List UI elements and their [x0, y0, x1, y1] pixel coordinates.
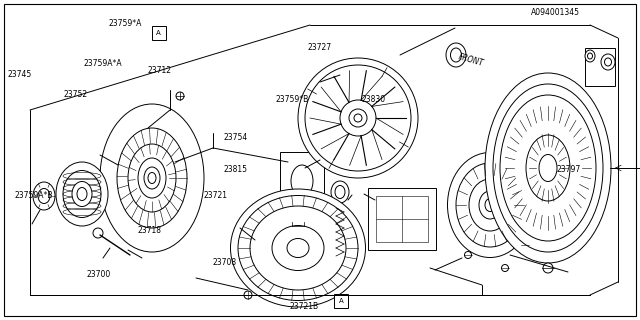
- Ellipse shape: [543, 263, 553, 273]
- Ellipse shape: [100, 104, 204, 252]
- Ellipse shape: [446, 43, 466, 67]
- Bar: [368, 188, 436, 250]
- Ellipse shape: [465, 252, 472, 259]
- Text: 23721: 23721: [204, 191, 228, 200]
- Text: 23708: 23708: [212, 258, 237, 267]
- Ellipse shape: [230, 189, 365, 307]
- Text: A: A: [339, 298, 344, 304]
- Bar: [334, 294, 348, 308]
- Ellipse shape: [479, 191, 501, 219]
- Text: A: A: [156, 30, 161, 36]
- Text: 23752: 23752: [64, 90, 88, 99]
- Text: 23759*A: 23759*A: [109, 20, 142, 28]
- Text: 23759A*A: 23759A*A: [83, 60, 122, 68]
- Ellipse shape: [117, 128, 187, 228]
- Ellipse shape: [272, 226, 324, 270]
- Ellipse shape: [298, 58, 418, 178]
- Ellipse shape: [354, 114, 362, 122]
- Bar: [376, 196, 428, 242]
- Ellipse shape: [38, 188, 50, 204]
- Ellipse shape: [601, 54, 615, 70]
- Ellipse shape: [128, 144, 176, 212]
- Text: 23815: 23815: [224, 165, 248, 174]
- Text: 23759A*B: 23759A*B: [14, 191, 52, 200]
- Text: 23759*B: 23759*B: [275, 95, 308, 104]
- Text: 23754: 23754: [224, 133, 248, 142]
- Ellipse shape: [250, 206, 346, 290]
- Text: 23718: 23718: [138, 226, 161, 235]
- Ellipse shape: [485, 73, 611, 263]
- Ellipse shape: [522, 242, 529, 249]
- Text: A094001345: A094001345: [531, 8, 580, 17]
- Text: FRONT: FRONT: [458, 52, 485, 68]
- Text: 23700: 23700: [86, 270, 111, 279]
- Ellipse shape: [340, 100, 376, 136]
- Ellipse shape: [138, 158, 166, 198]
- Ellipse shape: [291, 165, 313, 197]
- Ellipse shape: [287, 238, 309, 258]
- Ellipse shape: [485, 198, 495, 212]
- Ellipse shape: [526, 135, 570, 201]
- Text: 23712: 23712: [147, 66, 172, 75]
- Ellipse shape: [500, 95, 596, 241]
- Ellipse shape: [469, 179, 511, 231]
- Ellipse shape: [331, 181, 349, 203]
- Ellipse shape: [33, 182, 55, 210]
- Ellipse shape: [244, 291, 252, 299]
- Ellipse shape: [93, 228, 103, 238]
- Ellipse shape: [77, 188, 87, 201]
- Bar: [280, 152, 324, 210]
- Ellipse shape: [451, 48, 461, 62]
- Text: 23745: 23745: [8, 70, 32, 79]
- Ellipse shape: [144, 167, 160, 189]
- Bar: [585, 48, 615, 86]
- Ellipse shape: [502, 265, 509, 271]
- Text: 23797: 23797: [557, 165, 581, 174]
- Ellipse shape: [176, 92, 184, 100]
- Ellipse shape: [148, 172, 156, 183]
- Ellipse shape: [72, 181, 92, 206]
- Ellipse shape: [349, 109, 367, 127]
- Text: 23727: 23727: [307, 44, 332, 52]
- Ellipse shape: [56, 162, 108, 226]
- Text: 23721B: 23721B: [290, 302, 319, 311]
- Ellipse shape: [63, 171, 101, 218]
- Ellipse shape: [539, 155, 557, 181]
- Ellipse shape: [447, 153, 532, 258]
- Ellipse shape: [585, 50, 595, 62]
- Text: 23830: 23830: [362, 95, 386, 104]
- Bar: [152, 26, 166, 40]
